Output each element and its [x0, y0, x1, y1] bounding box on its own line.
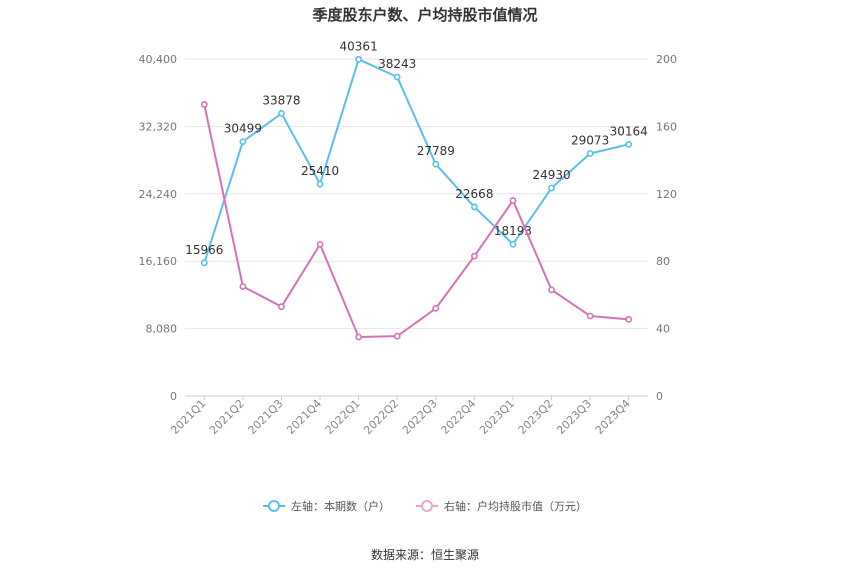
households-data-label: 38243: [378, 57, 416, 71]
market-value-point: [548, 286, 555, 294]
left-tick-label: 24,240: [139, 188, 178, 201]
households-point: [200, 259, 208, 267]
market-value-point: [470, 252, 478, 260]
households-point: [509, 240, 517, 248]
left-tick-label: 40,400: [139, 53, 178, 66]
households-point: [586, 150, 594, 157]
households-point: [393, 73, 401, 81]
x-tick-label: 2023Q3: [554, 397, 594, 437]
legend-label-market-value: 右轴：户均持股市值（万元）: [444, 500, 587, 513]
households-data-label: 40361: [340, 39, 378, 53]
x-tick-label: 2023Q4: [593, 397, 633, 437]
legend-item-households[interactable]: 左轴：本期数（户）: [263, 498, 390, 514]
households-point: [470, 203, 478, 211]
households-data-label: 15966: [185, 243, 223, 257]
households-data-label: 30164: [610, 124, 648, 138]
left-tick-label: 32,320: [139, 120, 178, 133]
households-point: [432, 160, 440, 168]
right-tick-label: 200: [656, 53, 677, 66]
x-tick-label: 2022Q4: [438, 397, 478, 437]
households-point: [316, 180, 324, 188]
households-point: [548, 184, 555, 192]
households-data-label: 24930: [532, 168, 570, 182]
market-value-point: [586, 312, 594, 320]
households-data-label: 25410: [301, 164, 339, 178]
legend-swatch-pink-icon: [416, 500, 438, 512]
households-series-line: [203, 58, 629, 264]
x-tick-label: 2022Q1: [323, 397, 363, 437]
left-tick-label: 0: [170, 390, 177, 403]
households-point: [278, 110, 285, 117]
x-tick-label: 2022Q2: [361, 397, 401, 437]
chart-title: 季度股东户数、户均持股市值情况: [312, 6, 538, 24]
legend-item-market-value[interactable]: 右轴：户均持股市值（万元）: [416, 498, 587, 514]
market-value-series-line: [203, 104, 629, 339]
households-data-label: 30499: [224, 122, 262, 136]
right-tick-label: 0: [656, 390, 663, 403]
market-value-point: [200, 101, 208, 108]
households-data-label: 27789: [417, 144, 455, 158]
legend-swatch-blue-icon: [263, 500, 285, 512]
x-tick-label: 2022Q3: [400, 397, 440, 437]
households-data-label: 18193: [494, 224, 532, 238]
left-tick-label: 8,080: [146, 323, 178, 336]
households-point: [625, 140, 633, 148]
market-value-point: [316, 240, 324, 248]
left-tick-label: 16,160: [139, 255, 178, 268]
households-point: [355, 55, 363, 63]
right-tick-label: 160: [656, 120, 677, 133]
market-value-point: [625, 315, 633, 323]
x-tick-label: 2023Q2: [516, 397, 556, 437]
right-tick-label: 40: [656, 323, 670, 336]
market-value-point: [432, 304, 440, 312]
x-tick-label: 2021Q3: [246, 397, 286, 437]
chart-legend: 左轴：本期数（户） 右轴：户均持股市值（万元）: [0, 498, 850, 514]
households-point: [239, 138, 247, 145]
x-tick-label: 2023Q1: [477, 397, 517, 437]
market-value-point: [355, 333, 363, 341]
households-data-label: 33878: [262, 93, 300, 107]
x-tick-label: 2021Q4: [284, 397, 324, 437]
market-value-point: [393, 332, 401, 340]
x-tick-label: 2021Q2: [207, 397, 247, 437]
line-chart: 0 8,080 16,160 24,240 32,320 40,400 0 40 80 120 16…: [139, 39, 678, 437]
market-value-point: [278, 303, 285, 311]
right-tick-label: 120: [656, 188, 677, 201]
market-value-point: [239, 283, 247, 290]
legend-label-households: 左轴：本期数（户）: [291, 500, 390, 513]
data-source: 数据来源：恒生聚源: [370, 548, 479, 562]
market-value-point: [509, 197, 517, 204]
households-data-label: 29073: [571, 133, 609, 147]
households-data-label: 22668: [455, 187, 493, 201]
right-tick-label: 80: [656, 255, 670, 268]
